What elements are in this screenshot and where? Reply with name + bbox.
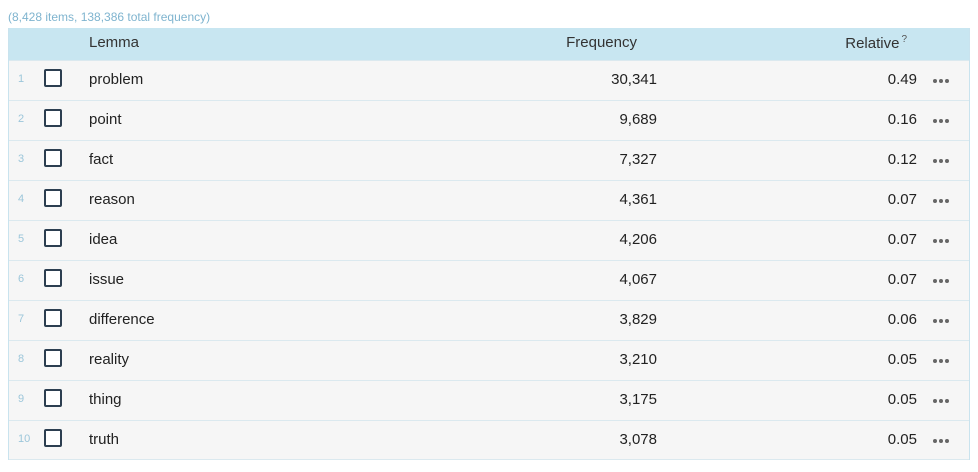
relative-value: 0.16 bbox=[887, 111, 917, 128]
relative-label: Relative bbox=[845, 35, 900, 52]
more-horizontal-icon[interactable] bbox=[931, 190, 951, 210]
more-horizontal-icon[interactable] bbox=[931, 70, 951, 90]
row-checkbox[interactable] bbox=[44, 69, 62, 87]
table-row: 1 problem 30,341 0.49 bbox=[9, 60, 969, 100]
row-checkbox[interactable] bbox=[44, 269, 62, 287]
relative-value: 0.05 bbox=[887, 351, 917, 368]
row-checkbox[interactable] bbox=[44, 309, 62, 327]
lemma-link[interactable]: thing bbox=[89, 391, 122, 408]
more-horizontal-icon[interactable] bbox=[931, 230, 951, 250]
row-checkbox[interactable] bbox=[44, 349, 62, 367]
relative-value: 0.07 bbox=[887, 271, 917, 288]
row-number: 8 bbox=[18, 353, 25, 365]
table-row: 10 truth 3,078 0.05 bbox=[9, 420, 969, 460]
row-number: 10 bbox=[18, 433, 31, 445]
lemma-link[interactable]: problem bbox=[89, 71, 144, 88]
table-row: 8 reality 3,210 0.05 bbox=[9, 340, 969, 380]
row-checkbox[interactable] bbox=[44, 229, 62, 247]
row-checkbox[interactable] bbox=[44, 429, 62, 447]
results-summary: (8,428 items, 138,386 total frequency) bbox=[8, 10, 211, 24]
frequency-value: 4,067 bbox=[619, 271, 657, 288]
row-checkbox[interactable] bbox=[44, 189, 62, 207]
more-horizontal-icon[interactable] bbox=[931, 430, 951, 450]
relative-value: 0.49 bbox=[887, 71, 917, 88]
row-number: 9 bbox=[18, 393, 25, 405]
row-number: 6 bbox=[18, 273, 25, 285]
row-number: 4 bbox=[18, 193, 25, 205]
relative-value: 0.05 bbox=[887, 431, 917, 448]
relative-value: 0.07 bbox=[887, 231, 917, 248]
frequency-value: 4,361 bbox=[619, 191, 657, 208]
help-icon[interactable]: ? bbox=[901, 34, 907, 45]
table-row: 2 point 9,689 0.16 bbox=[9, 100, 969, 140]
frequency-value: 3,175 bbox=[619, 391, 657, 408]
relative-value: 0.05 bbox=[887, 391, 917, 408]
row-number: 5 bbox=[18, 233, 25, 245]
frequency-table: Lemma Frequency Relative? 1 problem 30,341… bbox=[8, 28, 970, 460]
row-number: 1 bbox=[18, 73, 25, 85]
frequency-value: 4,206 bbox=[619, 231, 657, 248]
more-horizontal-icon[interactable] bbox=[931, 310, 951, 330]
lemma-link[interactable]: point bbox=[89, 111, 122, 128]
table-row: 5 idea 4,206 0.07 bbox=[9, 220, 969, 260]
lemma-link[interactable]: idea bbox=[89, 231, 118, 248]
row-checkbox[interactable] bbox=[44, 149, 62, 167]
table-row: 6 issue 4,067 0.07 bbox=[9, 260, 969, 300]
table-row: 9 thing 3,175 0.05 bbox=[9, 380, 969, 420]
frequency-value: 30,341 bbox=[611, 71, 657, 88]
lemma-link[interactable]: issue bbox=[89, 271, 125, 288]
frequency-value: 9,689 bbox=[619, 111, 657, 128]
relative-value: 0.07 bbox=[887, 191, 917, 208]
row-checkbox[interactable] bbox=[44, 109, 62, 127]
table-row: 4 reason 4,361 0.07 bbox=[9, 180, 969, 220]
row-checkbox[interactable] bbox=[44, 389, 62, 407]
frequency-value: 3,078 bbox=[619, 431, 657, 448]
lemma-link[interactable]: truth bbox=[89, 431, 120, 448]
more-horizontal-icon[interactable] bbox=[931, 110, 951, 130]
more-horizontal-icon[interactable] bbox=[931, 150, 951, 170]
column-header-relative[interactable]: Relative? bbox=[845, 34, 907, 52]
table-body: 1 problem 30,341 0.49 2 point 9,689 0.16 3 fact 7,… bbox=[9, 60, 969, 460]
lemma-link[interactable]: difference bbox=[89, 311, 155, 328]
row-number: 3 bbox=[18, 153, 25, 165]
more-horizontal-icon[interactable] bbox=[931, 350, 951, 370]
relative-value: 0.12 bbox=[887, 151, 917, 168]
frequency-value: 3,829 bbox=[619, 311, 657, 328]
row-number: 7 bbox=[18, 313, 25, 325]
lemma-link[interactable]: fact bbox=[89, 151, 114, 168]
table-row: 7 difference 3,829 0.06 bbox=[9, 300, 969, 340]
column-header-lemma[interactable]: Lemma bbox=[89, 34, 140, 51]
lemma-link[interactable]: reality bbox=[89, 351, 130, 368]
column-header-frequency[interactable]: Frequency bbox=[566, 34, 637, 51]
row-number: 2 bbox=[18, 113, 25, 125]
relative-value: 0.06 bbox=[887, 311, 917, 328]
more-horizontal-icon[interactable] bbox=[931, 270, 951, 290]
more-horizontal-icon[interactable] bbox=[931, 390, 951, 410]
frequency-value: 3,210 bbox=[619, 351, 657, 368]
table-header: Lemma Frequency Relative? bbox=[9, 28, 969, 60]
lemma-link[interactable]: reason bbox=[89, 191, 135, 208]
frequency-value: 7,327 bbox=[619, 151, 657, 168]
table-row: 3 fact 7,327 0.12 bbox=[9, 140, 969, 180]
